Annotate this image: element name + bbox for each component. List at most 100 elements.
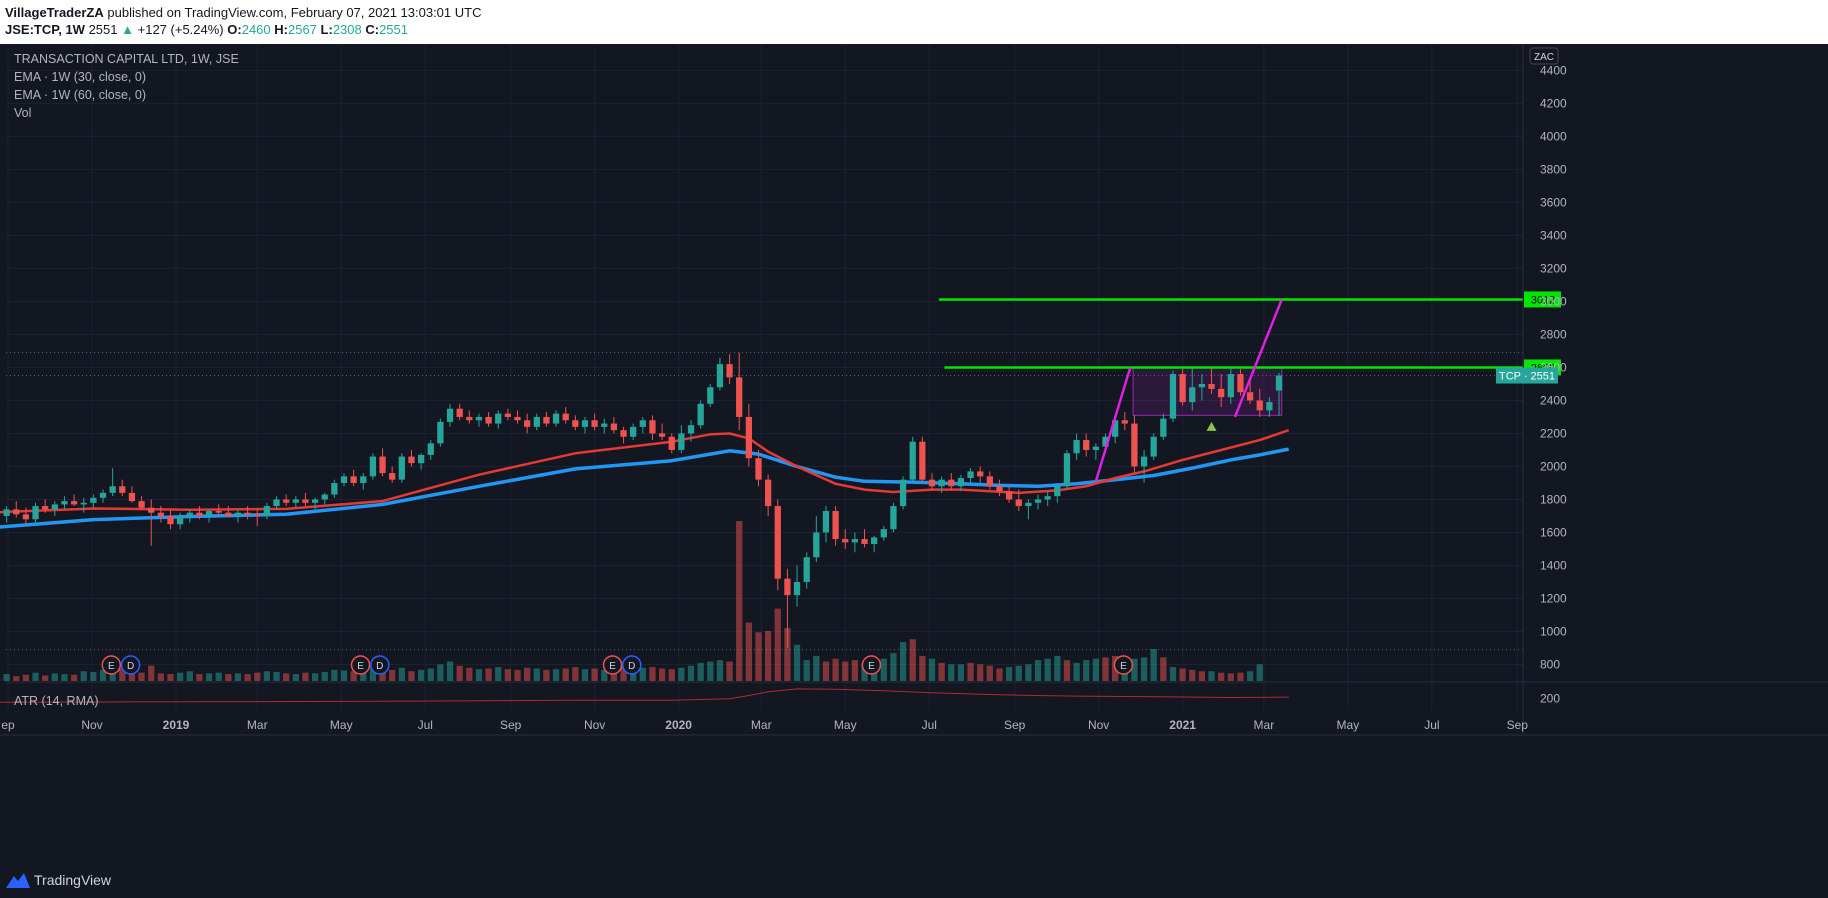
- candle: [678, 433, 685, 450]
- volume-bar: [417, 669, 425, 681]
- volume-bar: [1246, 671, 1254, 681]
- ema60-legend[interactable]: EMA · 1W (60, close, 0): [14, 88, 146, 102]
- x-tick-label: May: [330, 718, 353, 732]
- volume-bar: [890, 653, 897, 681]
- candle: [909, 441, 916, 480]
- candle: [610, 423, 618, 431]
- volume-bar: [793, 644, 801, 681]
- volume-bar: [832, 658, 839, 681]
- candle: [601, 423, 608, 427]
- candle: [302, 499, 309, 503]
- candle: [986, 476, 993, 487]
- range-box: [1132, 366, 1283, 416]
- candle: [591, 420, 598, 427]
- candle: [398, 456, 405, 480]
- candle: [1140, 456, 1148, 467]
- event-label: D: [376, 661, 383, 672]
- volume-bar: [678, 667, 685, 681]
- candle: [620, 430, 627, 437]
- x-tick-label: Mar: [247, 718, 268, 732]
- candle: [1083, 440, 1090, 450]
- volume-bar: [80, 671, 87, 681]
- volume-bar: [1256, 664, 1263, 681]
- change-arrow: ▲: [121, 22, 134, 37]
- candle: [784, 578, 791, 596]
- volume-bar: [427, 668, 434, 681]
- candle: [495, 413, 502, 424]
- volume-bar: [996, 668, 1003, 681]
- volume-bar: [899, 642, 907, 681]
- chart-area[interactable]: 3012260020080010001200140016001800200022…: [0, 44, 1828, 861]
- volume-bar: [263, 671, 271, 681]
- candle: [446, 408, 454, 422]
- candle: [851, 539, 859, 543]
- candle: [1208, 383, 1215, 389]
- earnings-icon: [101, 655, 122, 675]
- volume-bar: [986, 665, 993, 681]
- candle: [1073, 440, 1080, 454]
- currency-badge: [1529, 47, 1559, 65]
- candle: [1102, 436, 1109, 447]
- volume-bar: [466, 667, 473, 681]
- volume-bar: [755, 632, 762, 681]
- ema30-line: [0, 429, 1290, 514]
- candle: [871, 537, 878, 545]
- candle: [389, 473, 396, 480]
- candle: [957, 478, 965, 487]
- author-name[interactable]: VillageTraderZA: [5, 5, 104, 20]
- y-tick-label: 2400: [1540, 393, 1567, 407]
- candle: [842, 539, 849, 543]
- volume-bar: [1189, 669, 1196, 681]
- candle: [996, 486, 1003, 492]
- candle: [176, 515, 184, 525]
- volume-bar: [880, 658, 887, 681]
- price-tag-label: TCP · 2551: [1499, 371, 1555, 383]
- atr-line: [0, 688, 1289, 703]
- candle: [475, 416, 483, 421]
- volume-bar: [408, 671, 415, 681]
- volume-bar: [1208, 671, 1215, 681]
- candle: [524, 420, 531, 427]
- candle: [3, 509, 10, 516]
- volume-bar: [1179, 668, 1186, 681]
- candle: [292, 499, 299, 503]
- candle: [504, 413, 512, 417]
- volume-bar: [697, 662, 704, 681]
- y-tick-label: 2000: [1540, 459, 1567, 473]
- volume-bar: [524, 667, 531, 681]
- close-value: 2551: [379, 22, 408, 37]
- candle: [417, 454, 425, 464]
- candle: [360, 476, 367, 483]
- volume-bar: [292, 674, 299, 681]
- volume-bar: [70, 674, 78, 681]
- volume-bar: [1092, 658, 1100, 681]
- candle: [109, 486, 116, 493]
- volume-bar: [273, 671, 280, 681]
- volume-bar: [630, 668, 637, 681]
- candle: [726, 364, 733, 378]
- x-tick-label: May: [1337, 718, 1360, 732]
- candle: [148, 507, 155, 513]
- high-value: 2567: [287, 22, 317, 37]
- level-label-bg: [1524, 291, 1561, 308]
- atr-legend[interactable]: ATR (14, RMA): [14, 694, 99, 708]
- price-chart[interactable]: 3012260020080010001200140016001800200022…: [0, 44, 1828, 861]
- candle: [340, 476, 348, 483]
- volume-bar: [707, 661, 714, 681]
- candle: [1160, 418, 1167, 437]
- ema30-legend[interactable]: EMA · 1W (30, close, 0): [14, 70, 146, 84]
- volume-bar: [1237, 672, 1244, 681]
- volume-bar: [977, 664, 984, 681]
- event-label: E: [1120, 661, 1127, 672]
- volume-legend[interactable]: Vol: [14, 106, 32, 120]
- x-tick-label: Nov: [584, 718, 605, 732]
- candle: [1034, 499, 1042, 503]
- x-tick-label: Nov: [1088, 718, 1109, 732]
- volume-bar: [1169, 667, 1177, 681]
- volume-bar: [99, 669, 107, 681]
- candle: [51, 504, 58, 510]
- candle: [138, 501, 145, 508]
- volume-bar: [331, 669, 338, 681]
- x-tick-label: Jul: [418, 718, 433, 732]
- y-tick-label: 4400: [1540, 63, 1567, 77]
